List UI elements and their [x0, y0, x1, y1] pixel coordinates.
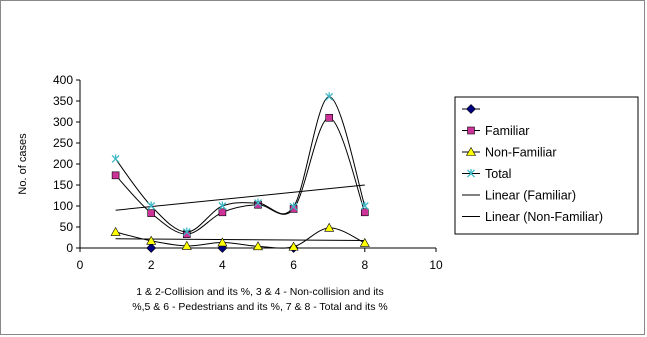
y-tick-label: 250: [53, 136, 73, 150]
x-axis-label-line-1: 1 & 2-Collision and its %, 3 & 4 - Non-c…: [136, 286, 384, 298]
data-point-series-2: [218, 208, 227, 217]
data-point-series-4: [182, 227, 191, 236]
x-tick-label: 2: [148, 258, 155, 272]
data-point-series-1: [146, 243, 157, 253]
x-tick-label: 10: [429, 258, 443, 272]
data-point-series-3: [217, 237, 228, 247]
trendline-2: [115, 238, 365, 241]
x-tick-label: 8: [361, 258, 368, 272]
y-tick-label: 350: [53, 94, 73, 108]
legend-marker: [466, 104, 476, 114]
data-point-series-3: [359, 237, 370, 247]
x-tick-label: 0: [77, 258, 84, 272]
data-point-series-4: [111, 154, 120, 163]
x-axis-label-line-2: %,5 & 6 - Pedestrians and its %, 7 & 8 -…: [132, 301, 388, 313]
data-point-series-4: [360, 201, 369, 210]
data-point-series-2: [325, 114, 334, 122]
data-point-series-3: [324, 222, 335, 232]
data-point-series-4: [254, 198, 262, 208]
trendline-1: [115, 184, 365, 211]
data-point-series-3: [288, 241, 299, 251]
y-tick-label: 100: [53, 199, 73, 213]
data-point-series-2: [360, 208, 369, 217]
y-tick-label: 50: [60, 220, 74, 234]
y-tick-label: 400: [53, 73, 73, 87]
y-tick-label: 200: [53, 157, 73, 171]
legend-label: Linear (Non-Familiar): [485, 210, 603, 224]
legend-label: Linear (Familiar): [485, 189, 576, 203]
x-tick-label: 6: [290, 258, 297, 272]
legend-box: [454, 96, 639, 235]
data-point-series-4: [147, 201, 156, 210]
data-point-series-3: [252, 241, 264, 251]
data-point-series-4: [289, 202, 298, 211]
y-tick-label: 300: [53, 115, 73, 129]
data-point-series-4: [218, 201, 227, 210]
legend-marker: [467, 126, 475, 135]
legend-label: Non-Familiar: [485, 146, 557, 160]
legend-marker: [467, 169, 475, 178]
data-point-series-3: [146, 235, 157, 245]
x-axis-caption: 1 & 2-Collision and its %, 3 & 4 - Non-c…: [60, 285, 460, 315]
y-tick-label: 0: [66, 241, 73, 255]
x-tick-label: 4: [219, 258, 226, 272]
data-point-series-2: [111, 171, 120, 180]
data-point-series-4: [325, 92, 334, 101]
data-point-series-2: [147, 209, 155, 217]
y-tick-label: 150: [53, 178, 73, 192]
legend-label: Total: [485, 167, 511, 181]
data-point-series-3: [181, 240, 192, 250]
legend-marker: [465, 146, 477, 156]
data-point-series-3: [110, 226, 121, 236]
legend-label: Familiar: [485, 124, 529, 138]
y-axis-label: No. of cases: [17, 133, 29, 195]
